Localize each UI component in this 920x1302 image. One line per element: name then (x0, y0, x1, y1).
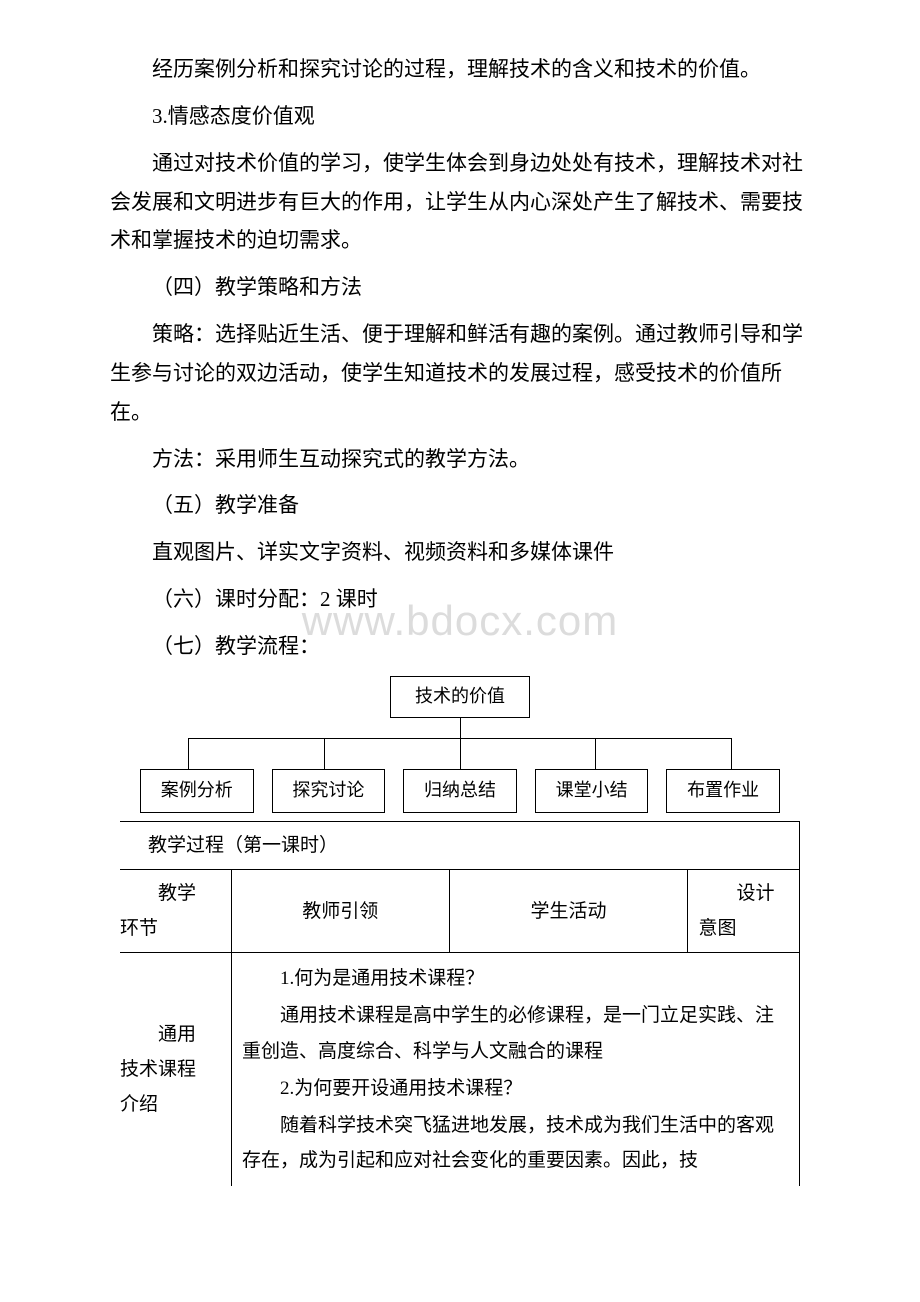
flow-connector-drops (188, 739, 732, 769)
heading-section-6: （六）课时分配：2 课时 (110, 580, 810, 619)
table-header-row: 教学 环节 教师引领 学生活动 设计 意图 (120, 869, 800, 952)
heading-section-5: （五）教学准备 (110, 486, 810, 525)
table-row: 通用 技术课程 介绍 1.何为是通用技术课程？ 通用技术课程是高中学生的必修课程… (120, 953, 800, 1186)
table-header-cell: 设计 意图 (688, 869, 800, 952)
table-text: 随着科学技术突飞猛进地发展，技术成为我们生活中的客观存在，成为引起和应对社会变化… (242, 1108, 789, 1178)
heading-section-4: （四）教学策略和方法 (110, 268, 810, 307)
paragraph: 经历案例分析和探究讨论的过程，理解技术的含义和技术的价值。 (110, 50, 810, 89)
flow-child-node: 课堂小结 (535, 769, 649, 813)
flow-child-node: 案例分析 (140, 769, 254, 813)
table-text: 1.何为是通用技术课程？ (242, 961, 789, 996)
paragraph: 策略：选择贴近生活、便于理解和鲜活有趣的案例。通过教师引导和学生参与讨论的双边活… (110, 315, 810, 432)
flow-root-node: 技术的价值 (390, 676, 530, 718)
paragraph: 直观图片、详实文字资料、视频资料和多媒体课件 (110, 533, 810, 572)
table-text: 通用技术课程是高中学生的必修课程，是一门立足实践、注重创造、高度综合、科学与人文… (242, 998, 789, 1068)
table-header-cell: 学生活动 (449, 869, 688, 952)
table-title-row: 教学过程（第一课时） (120, 821, 800, 869)
flow-child-node: 归纳总结 (403, 769, 517, 813)
flow-child-node: 探究讨论 (272, 769, 386, 813)
table-title: 教学过程（第一课时） (120, 835, 338, 856)
paragraph: 通过对技术价值的学习，使学生体会到身边处处有技术，理解技术对社会发展和文明进步有… (110, 144, 810, 261)
table-text: 2.为何要开设通用技术课程？ (242, 1071, 789, 1106)
flow-connector-v (460, 718, 461, 738)
lesson-table: 教学过程（第一课时） 教学 环节 教师引领 学生活动 设计 意图 通用 技术课程… (120, 821, 800, 1186)
flow-children-row: 案例分析 探究讨论 归纳总结 课堂小结 布置作业 (140, 769, 780, 813)
table-header-cell: 教师引领 (231, 869, 449, 952)
flow-child-node: 布置作业 (666, 769, 780, 813)
heading-3: 3.情感态度价值观 (110, 97, 810, 136)
table-cell-section: 通用 技术课程 介绍 (120, 953, 231, 1186)
table-cell-content: 1.何为是通用技术课程？ 通用技术课程是高中学生的必修课程，是一门立足实践、注重… (231, 953, 799, 1186)
table-header-cell: 教学 环节 (120, 869, 231, 952)
heading-section-7: （七）教学流程： (110, 627, 810, 666)
flowchart: 技术的价值 案例分析 探究讨论 归纳总结 课堂小结 布置作业 (140, 676, 780, 813)
paragraph: 方法：采用师生互动探究式的教学方法。 (110, 440, 810, 479)
document-body: 经历案例分析和探究讨论的过程，理解技术的含义和技术的价值。 3.情感态度价值观 … (110, 50, 810, 1186)
